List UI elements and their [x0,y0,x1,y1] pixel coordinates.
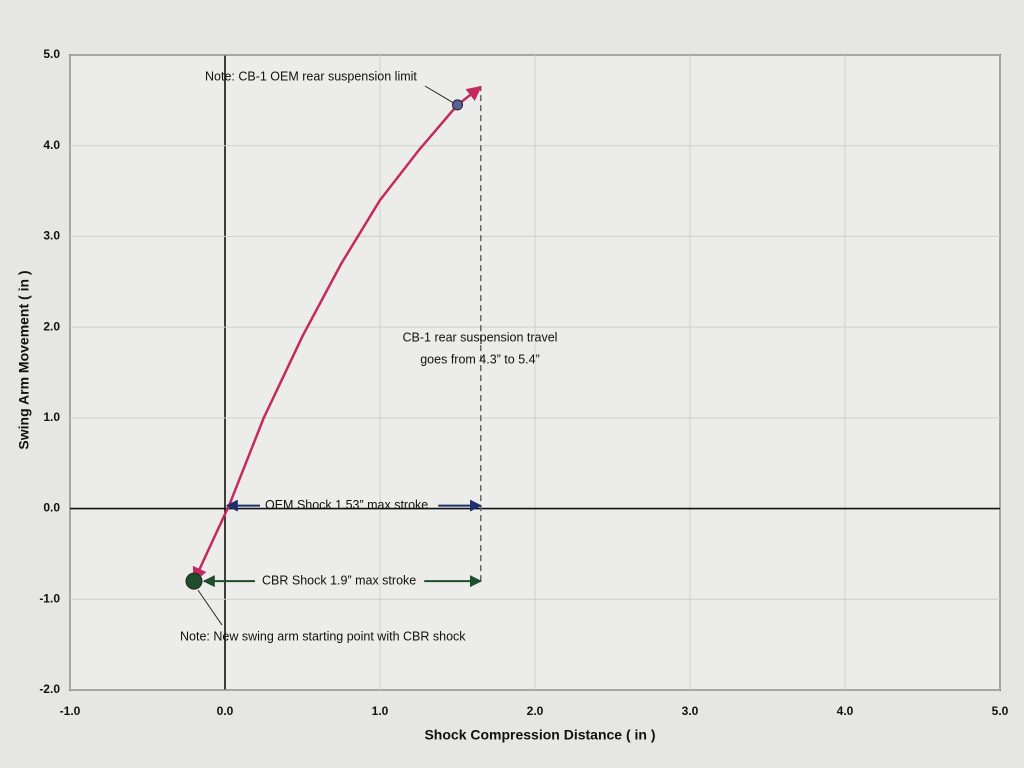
y-tick-label: -1.0 [39,591,60,605]
x-tick-label: 5.0 [992,704,1009,718]
annotation: CB-1 rear suspension travel [403,330,558,344]
data-line [192,85,482,583]
annotation: Note: CB-1 OEM rear suspension limit [205,69,417,83]
x-tick-label: 1.0 [372,704,389,718]
y-tick-label: 0.0 [43,501,60,515]
leader [424,85,454,104]
x-tick-label: 2.0 [527,704,544,718]
y-axis-title: Swing Arm Movement ( in ) [16,270,32,449]
y-tick-label: -2.0 [39,682,60,696]
x-axis-title: Shock Compression Distance ( in ) [424,727,655,743]
y-tick-label: 2.0 [43,319,60,333]
annotation: OEM Shock 1.53” max stroke [265,498,428,512]
annotation: goes from 4.3” to 5.4” [420,352,540,366]
x-tick-label: -1.0 [60,704,81,718]
y-tick-label: 4.0 [43,138,60,152]
point-marker [452,99,463,111]
y-tick-label: 1.0 [43,410,60,424]
y-tick-label: 5.0 [43,47,60,61]
annotation: CBR Shock 1.9” max stroke [262,573,416,587]
x-tick-label: 3.0 [682,704,699,718]
x-tick-label: 4.0 [837,704,854,718]
y-tick-label: 3.0 [43,229,60,243]
annotation: Note: New swing arm starting point with … [180,629,466,643]
point-marker [185,572,203,590]
leader [197,589,223,626]
x-tick-label: 0.0 [217,704,234,718]
